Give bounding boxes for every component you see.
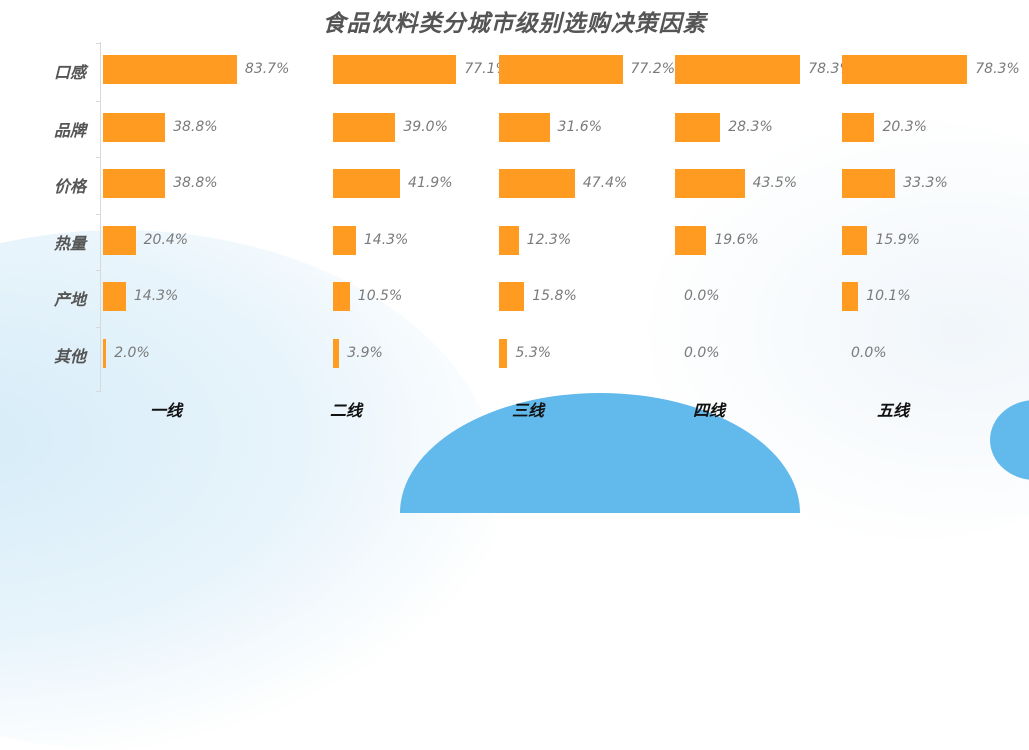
value-label: 0.0% (684, 288, 720, 304)
category-label: 产地 (53, 290, 86, 309)
value-label: 31.6% (557, 119, 603, 135)
value-label: 77.2% (630, 61, 675, 77)
bar (499, 339, 508, 368)
bar (103, 282, 126, 311)
bar (103, 113, 166, 142)
value-label: 20.4% (143, 232, 189, 248)
bar (103, 55, 237, 84)
value-label: 20.3% (882, 119, 927, 135)
value-label: 39.0% (403, 119, 448, 135)
value-label: 28.3% (728, 119, 773, 135)
value-label: 15.9% (875, 232, 920, 248)
value-label: 19.6% (714, 232, 759, 248)
bar (675, 226, 707, 255)
value-label: 10.5% (357, 288, 403, 304)
city-tier-label: 一线 (150, 401, 183, 420)
value-label: 47.4% (582, 175, 628, 191)
city-tier-label: 二线 (330, 401, 363, 420)
axis-tick (96, 270, 101, 271)
value-label: 78.3% (975, 61, 1020, 77)
value-label: 14.3% (363, 232, 409, 248)
value-label: 43.5% (752, 175, 798, 191)
bar (675, 55, 801, 84)
bar (842, 169, 896, 198)
category-label: 口感 (53, 63, 86, 82)
value-label: 3.9% (347, 345, 383, 361)
bar (842, 226, 868, 255)
category-label: 品牌 (53, 121, 86, 140)
y-axis-line (100, 42, 101, 392)
axis-tick (96, 101, 101, 102)
category-label: 其他 (53, 347, 86, 366)
category-label: 价格 (53, 177, 86, 196)
bar (333, 113, 396, 142)
bar (103, 226, 136, 255)
axis-tick (96, 391, 101, 392)
axis-tick (96, 157, 101, 158)
bar (333, 282, 350, 311)
bar (103, 169, 166, 198)
value-label: 10.1% (866, 288, 911, 304)
chart-title: 食品饮料类分城市级别选购决策因素 (322, 11, 707, 37)
bar (499, 169, 575, 198)
value-label: 0.0% (851, 345, 887, 361)
city-tier-label: 三线 (512, 401, 545, 420)
city-tier-label: 五线 (877, 401, 910, 420)
bar (499, 55, 623, 84)
bar (842, 282, 859, 311)
axis-tick (96, 327, 101, 328)
axis-tick (96, 43, 101, 44)
bar (842, 55, 968, 84)
bar (333, 339, 340, 368)
bar (499, 113, 550, 142)
value-label: 41.9% (408, 175, 453, 191)
value-label: 78.3% (808, 61, 853, 77)
value-label: 77.1% (464, 61, 509, 77)
bar (333, 55, 457, 84)
category-label: 热量 (53, 234, 86, 253)
bar (842, 113, 875, 142)
bar (675, 113, 721, 142)
bar (499, 226, 519, 255)
axis-tick (96, 214, 101, 215)
value-label: 5.3% (515, 345, 552, 361)
value-label: 38.8% (173, 175, 218, 191)
value-label: 12.3% (526, 232, 572, 248)
value-label: 83.7% (244, 61, 290, 77)
bar (675, 169, 745, 198)
value-label: 2.0% (114, 345, 150, 361)
bar (103, 339, 107, 368)
bar (333, 226, 356, 255)
value-label: 15.8% (532, 288, 577, 304)
value-label: 0.0% (684, 345, 720, 361)
city-tier-label: 四线 (693, 401, 726, 420)
value-label: 33.3% (903, 175, 948, 191)
value-label: 14.3% (133, 288, 179, 304)
bar (499, 282, 525, 311)
value-label: 38.8% (173, 119, 218, 135)
bar (333, 169, 401, 198)
